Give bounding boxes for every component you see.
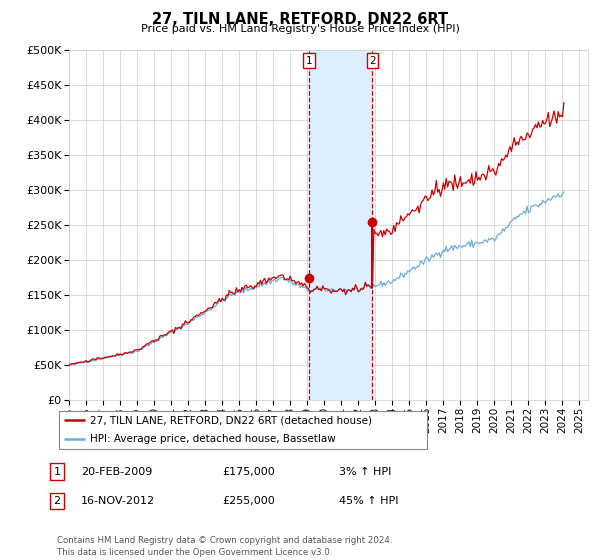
Text: 3% ↑ HPI: 3% ↑ HPI [339,466,391,477]
Bar [308,50,373,400]
Text: 27, TILN LANE, RETFORD, DN22 6RT (detached house): 27, TILN LANE, RETFORD, DN22 6RT (detach… [91,415,373,425]
Text: 45% ↑ HPI: 45% ↑ HPI [339,496,398,506]
Text: 20-FEB-2009: 20-FEB-2009 [81,466,152,477]
Text: £175,000: £175,000 [222,466,275,477]
Text: HPI: Average price, detached house, Bassetlaw: HPI: Average price, detached house, Bass… [91,435,336,445]
Text: 1: 1 [305,55,312,66]
Text: Price paid vs. HM Land Registry's House Price Index (HPI): Price paid vs. HM Land Registry's House … [140,24,460,34]
FancyBboxPatch shape [59,411,427,449]
Text: 2: 2 [369,55,376,66]
Text: Contains HM Land Registry data © Crown copyright and database right 2024.
This d: Contains HM Land Registry data © Crown c… [57,536,392,557]
Text: £255,000: £255,000 [222,496,275,506]
Text: 2: 2 [53,496,61,506]
Text: 27, TILN LANE, RETFORD, DN22 6RT: 27, TILN LANE, RETFORD, DN22 6RT [152,12,448,27]
Text: 16-NOV-2012: 16-NOV-2012 [81,496,155,506]
Text: 1: 1 [53,466,61,477]
